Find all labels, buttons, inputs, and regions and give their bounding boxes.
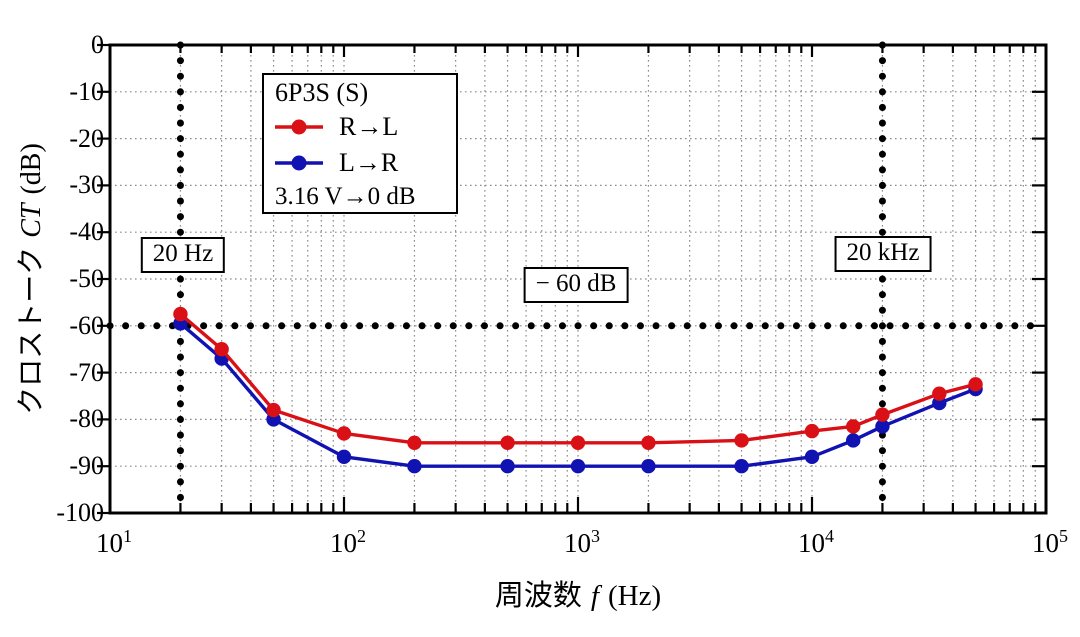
data-point-marker <box>932 386 947 401</box>
data-point-marker <box>846 419 861 434</box>
y-axis-variable: CT <box>16 203 47 238</box>
data-point-marker <box>173 306 188 322</box>
x-axis-variable: f <box>590 580 599 612</box>
data-point-marker <box>641 459 656 474</box>
data-point-marker <box>336 426 352 441</box>
legend: 6P3S (S) R→L L→R 3.16 V→0 dB <box>262 73 458 214</box>
data-point-marker <box>407 459 422 474</box>
series-marker-icon <box>275 119 323 135</box>
y-axis-title-text: クロストーク <box>16 246 47 415</box>
data-point-marker <box>846 433 861 448</box>
data-point-marker <box>875 407 890 422</box>
legend-label-l-to-r: L→R <box>339 148 399 177</box>
data-point-marker <box>734 433 749 448</box>
x-tick-label: 101 <box>96 526 132 558</box>
y-tick-label: -20 <box>69 123 104 153</box>
x-axis-title: 周波数 f (Hz) <box>110 572 1046 614</box>
data-point-marker <box>875 419 890 434</box>
y-tick-label: -70 <box>69 357 104 387</box>
x-axis-title-text: 周波数 <box>494 580 582 612</box>
y-tick-label: -60 <box>69 310 104 340</box>
y-tick-label: -80 <box>69 404 104 434</box>
data-point-marker <box>266 402 281 418</box>
y-axis-unit: (dB) <box>16 143 47 195</box>
data-point-marker <box>734 459 749 474</box>
data-point-marker <box>214 342 229 357</box>
annotation-20hz: 20 Hz <box>140 237 226 273</box>
y-tick-label: 0 <box>91 30 104 59</box>
legend-item-l-to-r: L→R <box>275 145 456 181</box>
y-tick-label: -50 <box>69 264 104 293</box>
data-point-marker <box>804 449 820 465</box>
data-point-marker <box>570 435 586 450</box>
annotation-minus-60db: − 60 dB <box>523 267 629 303</box>
series-marker-icon <box>275 155 323 171</box>
y-tick-label: -90 <box>69 451 104 481</box>
y-tick-label: -40 <box>69 217 104 247</box>
x-tick-label: 102 <box>330 526 366 558</box>
data-point-marker <box>968 377 983 392</box>
legend-title: 6P3S (S) <box>275 78 369 107</box>
x-axis-unit: (Hz) <box>607 580 662 612</box>
legend-label-r-to-l: R→L <box>339 112 399 141</box>
annotation-20khz: 20 kHz <box>834 236 932 272</box>
data-point-marker <box>500 459 515 474</box>
data-point-marker <box>570 459 586 474</box>
data-point-marker <box>641 435 656 450</box>
x-tick-label: 103 <box>564 526 600 558</box>
y-tick-label: -10 <box>69 76 104 106</box>
y-axis-title: クロストーク CT (dB) <box>0 45 58 513</box>
data-point-marker <box>804 423 820 439</box>
data-point-marker <box>336 449 352 465</box>
x-tick-label: 105 <box>1032 526 1068 558</box>
legend-item-r-to-l: R→L <box>275 109 456 145</box>
data-point-marker <box>500 435 515 450</box>
data-point-marker <box>407 435 422 450</box>
x-tick-label: 104 <box>798 526 834 558</box>
y-tick-label: -30 <box>69 170 104 200</box>
legend-reference-note: 3.16 V→0 dB <box>275 183 416 210</box>
y-tick-label: -100 <box>56 498 104 527</box>
